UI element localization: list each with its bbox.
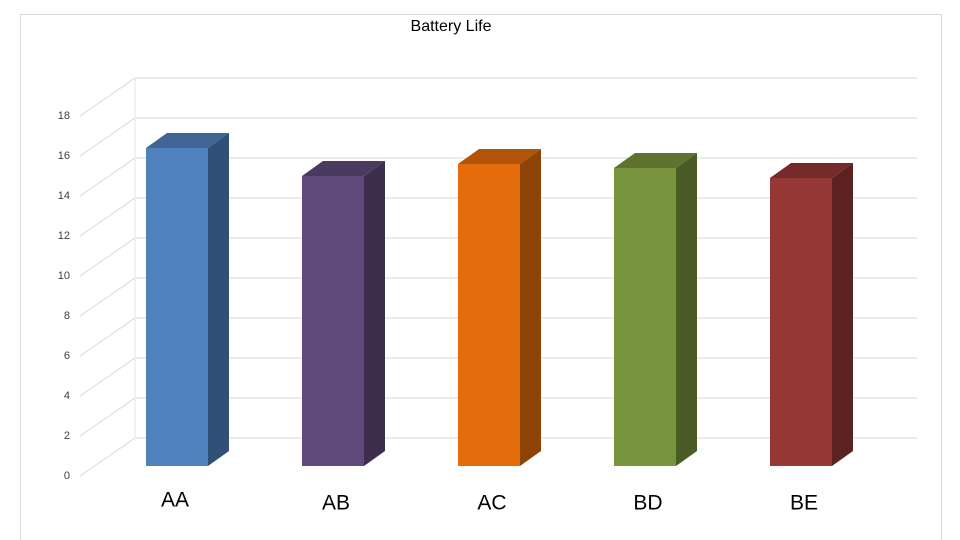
bar-top — [302, 161, 385, 176]
bar-side — [364, 161, 385, 466]
bar — [302, 161, 385, 466]
bar-top — [146, 133, 229, 148]
bar — [614, 153, 697, 466]
bar-side — [208, 133, 229, 466]
grid-line-side — [79, 117, 136, 157]
chart-title: Battery Life — [411, 18, 492, 35]
bar-side — [832, 163, 853, 466]
y-tick-label: 4 — [64, 390, 70, 402]
bar-front — [458, 164, 520, 466]
bar-side — [520, 149, 541, 466]
y-tick-label: 8 — [64, 310, 70, 322]
bar-top — [458, 149, 541, 164]
grid-line-side — [79, 237, 136, 277]
bar-top — [770, 163, 853, 178]
x-tick-label: AB — [322, 492, 350, 515]
x-tick-label: AA — [161, 489, 189, 512]
grid-line-side — [79, 157, 136, 197]
y-tick-label: 6 — [64, 350, 70, 362]
bar-front — [770, 178, 832, 466]
y-tick-label: 12 — [58, 230, 70, 242]
y-tick-label: 14 — [58, 190, 70, 202]
grid-line-side — [79, 437, 136, 477]
grid-line-side — [79, 397, 136, 437]
bar — [146, 133, 229, 466]
grid-line-side — [79, 197, 136, 237]
x-tick-label: BE — [790, 492, 818, 515]
x-tick-label: BD — [633, 492, 662, 515]
y-tick-label: 2 — [64, 430, 70, 442]
bar-side — [676, 153, 697, 466]
y-tick-label: 0 — [64, 470, 70, 482]
y-tick-label: 16 — [58, 150, 70, 162]
grid-line-side — [79, 277, 136, 317]
y-tick-label: 10 — [58, 270, 70, 282]
bar-front — [302, 176, 364, 466]
grid-line-side — [79, 77, 136, 117]
bar-top — [614, 153, 697, 168]
bar — [770, 163, 853, 466]
grid-line-side — [79, 317, 136, 357]
grid-line-side — [79, 357, 136, 397]
bar — [458, 149, 541, 466]
y-tick-label: 18 — [58, 110, 70, 122]
bar-front — [146, 148, 208, 466]
bar-front — [614, 168, 676, 466]
x-tick-label: AC — [477, 492, 506, 515]
